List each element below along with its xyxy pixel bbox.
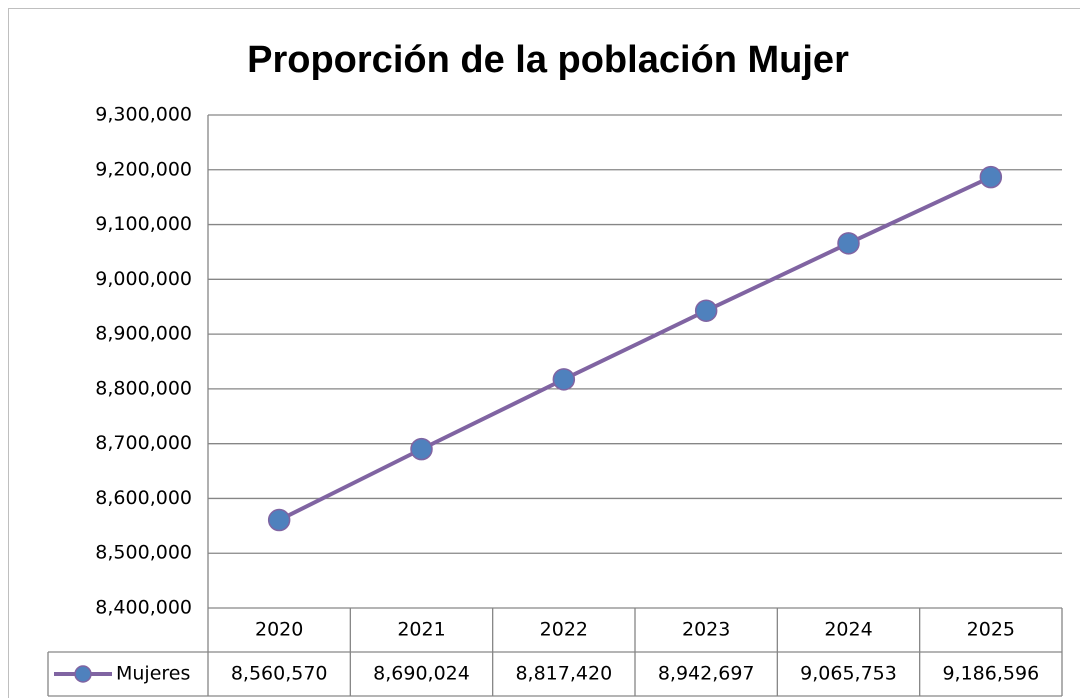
y-tick-label: 8,400,000 [95, 597, 192, 619]
y-tick-label: 8,600,000 [95, 487, 192, 509]
table-value: 8,942,697 [658, 663, 755, 685]
data-point [552, 368, 576, 391]
data-point [694, 299, 718, 322]
y-tick-label: 8,500,000 [95, 542, 192, 564]
y-tick-label: 8,800,000 [95, 377, 192, 399]
table-value: 8,817,420 [515, 663, 612, 685]
y-tick-label: 9,000,000 [95, 268, 192, 290]
chart-title: Proporción de la población Mujer [247, 39, 849, 81]
legend-marker [74, 665, 92, 683]
x-tick-label: 2025 [967, 619, 1015, 641]
legend-label: Mujeres [116, 663, 190, 685]
data-point [837, 232, 860, 255]
y-tick-label: 9,100,000 [95, 213, 192, 235]
x-tick-label: 2021 [397, 619, 445, 641]
y-tick-label: 8,700,000 [95, 432, 192, 454]
series-line [278, 175, 992, 522]
y-tick-label: 8,900,000 [95, 323, 192, 345]
x-tick-label: 2022 [540, 619, 588, 641]
table-value: 9,186,596 [942, 663, 1039, 685]
x-tick-label: 2024 [824, 619, 872, 641]
y-tick-label: 9,200,000 [95, 158, 192, 180]
x-tick-label: 2020 [255, 619, 303, 641]
data-point [267, 508, 291, 532]
table-value: 8,690,024 [373, 663, 470, 685]
table-value: 8,560,570 [231, 663, 328, 685]
y-tick-label: 9,300,000 [95, 104, 192, 126]
x-tick-label: 2023 [682, 619, 730, 641]
data-point [410, 437, 433, 461]
chart-frame [8, 8, 1080, 698]
data-point [979, 165, 1003, 189]
table-value: 9,065,753 [800, 663, 897, 685]
